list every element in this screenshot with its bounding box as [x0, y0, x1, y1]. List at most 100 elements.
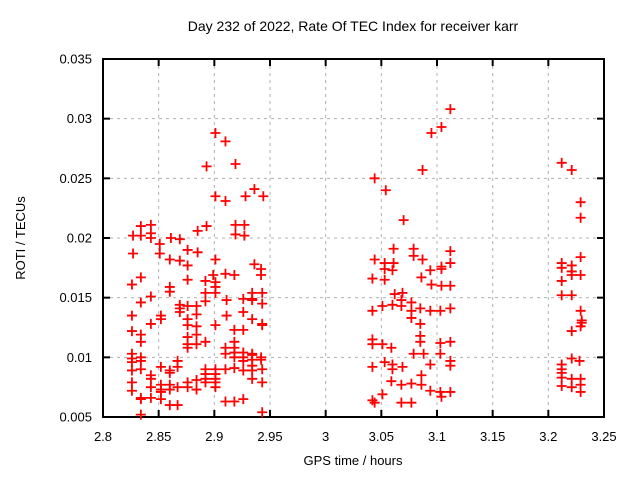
data-point-marker	[435, 305, 446, 316]
data-point-marker	[220, 136, 231, 147]
data-point-marker	[247, 295, 258, 306]
data-point-marker	[257, 364, 268, 375]
data-point-marker	[369, 173, 380, 184]
data-point-marker	[145, 219, 156, 230]
data-point-marker	[210, 254, 221, 265]
data-point-marker	[192, 247, 203, 258]
data-point-marker	[229, 269, 240, 280]
data-point-marker	[126, 385, 137, 396]
data-point-marker	[425, 385, 436, 396]
x-tick-label: 3.25	[591, 429, 616, 444]
data-point-marker	[200, 377, 211, 388]
data-point-marker	[238, 355, 249, 366]
data-point-marker	[417, 254, 428, 265]
data-point-marker	[210, 320, 221, 331]
x-tick-label: 3.15	[480, 429, 505, 444]
data-point-marker	[154, 248, 165, 259]
data-point-marker	[387, 364, 398, 375]
data-point-marker	[367, 361, 378, 372]
data-point-marker	[221, 295, 232, 306]
data-point-marker	[182, 244, 193, 255]
data-point-marker	[210, 382, 221, 393]
data-point-marker	[417, 164, 428, 175]
data-point-marker	[436, 122, 447, 133]
data-point-marker	[172, 400, 183, 411]
y-axis-label: ROTI / TECUs	[13, 196, 28, 280]
y-tick-label: 0.025	[59, 171, 92, 186]
data-point-marker	[386, 376, 397, 387]
data-point-marker	[135, 297, 146, 308]
data-point-marker	[408, 250, 419, 261]
data-point-marker	[172, 382, 183, 393]
data-point-marker	[257, 320, 268, 331]
data-point-marker	[387, 299, 398, 310]
data-point-marker	[192, 225, 203, 236]
data-point-marker	[367, 395, 378, 406]
data-point-marker	[435, 386, 446, 397]
data-point-marker	[210, 127, 221, 138]
data-point-marker	[389, 289, 400, 300]
y-tick-labels: 0.005 0.01 0.015 0.02 0.025 0.03 0.035	[59, 52, 92, 425]
data-point-marker	[416, 379, 427, 390]
data-point-marker	[201, 221, 212, 232]
data-point-marker	[126, 310, 137, 321]
x-tick-label: 2.95	[257, 429, 282, 444]
data-point-marker	[174, 255, 185, 266]
data-point-marker	[200, 287, 211, 298]
data-point-marker	[426, 279, 437, 290]
data-point-marker	[240, 191, 251, 202]
data-point-marker	[191, 309, 202, 320]
data-point-marker	[575, 212, 586, 223]
data-point-marker	[435, 348, 446, 359]
data-point-marker	[445, 104, 456, 115]
axis-tick-marks	[102, 58, 605, 418]
data-point-marker	[220, 268, 231, 279]
data-point-marker	[397, 361, 408, 372]
data-point-marker	[416, 370, 427, 381]
data-point-marker	[445, 303, 456, 314]
x-tick-label: 3	[322, 429, 329, 444]
data-point-marker	[575, 321, 586, 332]
data-point-marker	[135, 336, 146, 347]
data-point-marker	[182, 342, 193, 353]
data-point-marker	[387, 265, 398, 276]
data-point-marker	[126, 326, 137, 337]
data-point-marker	[566, 326, 577, 337]
data-point-marker	[145, 318, 156, 329]
data-point-marker	[575, 305, 586, 316]
data-point-marker	[367, 273, 378, 284]
data-point-marker	[135, 409, 146, 420]
data-point-marker	[165, 233, 176, 243]
data-point-marker	[238, 365, 249, 376]
data-point-marker	[566, 382, 577, 393]
x-tick-label: 2.8	[94, 429, 112, 444]
data-point-marker	[566, 353, 577, 364]
data-point-marker	[566, 290, 577, 301]
data-point-marker	[380, 185, 391, 196]
data-point-marker	[425, 359, 436, 370]
data-point-marker	[445, 246, 456, 257]
data-point-marker	[164, 367, 175, 378]
data-point-marker	[396, 301, 407, 312]
data-point-marker	[210, 191, 221, 202]
data-point-marker	[575, 269, 586, 280]
data-point-marker	[398, 215, 409, 226]
data-point-marker	[182, 320, 193, 331]
data-point-marker	[386, 342, 397, 353]
data-point-marker	[379, 357, 390, 368]
data-point-marker	[238, 394, 249, 405]
data-point-marker	[377, 339, 388, 350]
data-point-marker	[369, 254, 380, 265]
data-point-marker	[230, 219, 241, 230]
data-point-marker	[247, 373, 258, 384]
x-tick-labels: 2.8 2.85 2.9 2.95 3 3.05 3.1 3.15 3.2 3.25	[94, 429, 617, 444]
data-point-marker	[220, 396, 231, 407]
data-point-marker	[435, 338, 446, 349]
data-point-marker	[256, 269, 267, 280]
data-point-marker	[566, 164, 577, 175]
y-tick-label: 0.01	[67, 350, 92, 365]
data-point-marker	[575, 197, 586, 208]
data-point-marker	[556, 157, 567, 168]
